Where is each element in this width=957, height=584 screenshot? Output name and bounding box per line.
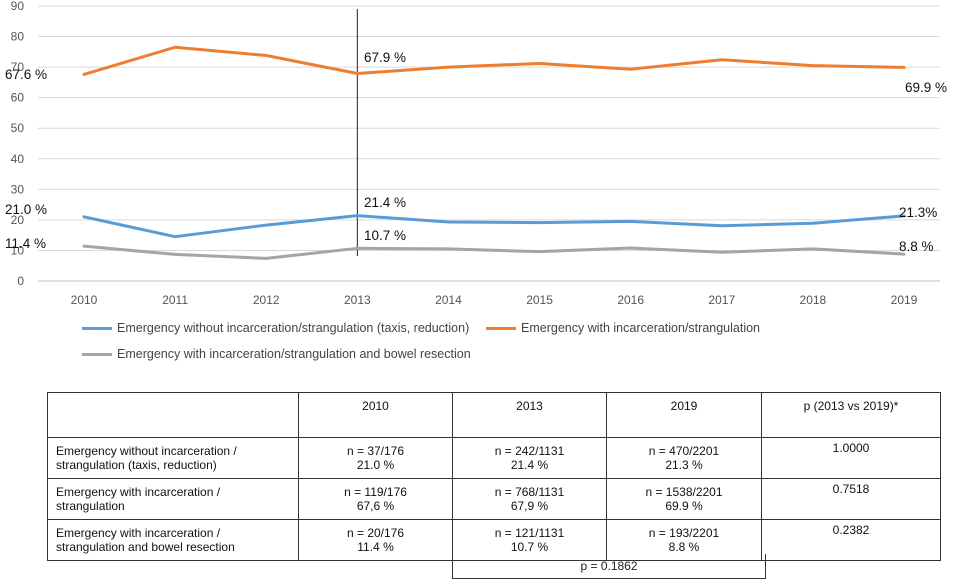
cell-count: n = 1538/2201 (645, 485, 723, 499)
legend-item-with-incarceration: Emergency with incarceration/strangulati… (486, 321, 760, 335)
table-cell: n = 470/2201 21.3 % (606, 437, 762, 479)
data-label: 11.4 % (5, 236, 46, 251)
row-label-line: Emergency with incarceration / (56, 526, 221, 540)
y-tick-label: 80 (11, 30, 25, 44)
y-tick-label: 40 (11, 152, 25, 166)
data-label: 21.4 % (364, 195, 406, 210)
row-label: Emergency without incarceration / strangu… (47, 437, 299, 479)
y-tick-label: 0 (17, 274, 24, 288)
x-tick-label: 2015 (526, 293, 553, 307)
cell-percent: 67,9 % (510, 499, 549, 513)
table-cell: n = 768/1131 67,9 % (452, 478, 607, 520)
cell-percent: 8.8 % (668, 540, 700, 554)
data-label: 10.7 % (364, 228, 406, 243)
table-cell: n = 20/176 11.4 % (298, 519, 453, 561)
series-line-1 (82, 45, 906, 76)
table-cell: n = 1538/2201 69.9 % (606, 478, 762, 520)
x-tick-label: 2012 (253, 293, 280, 307)
data-label: 21.3% (899, 205, 937, 220)
cell-percent: 69.9 % (665, 499, 703, 513)
table-header-cell: 2010 (298, 392, 453, 438)
p-value-cell: 0.2382 (761, 519, 941, 561)
table-cell: n = 121/1131 10.7 % (452, 519, 607, 561)
cell-percent: 21.3 % (665, 458, 703, 472)
data-label: 21.0 % (5, 202, 47, 217)
statistics-table: 2010 2013 2019 p (2013 vs 2019)* Emergen… (47, 392, 941, 561)
table-cell: n = 242/1131 21.4 % (452, 437, 607, 479)
table-row: Emergency with incarceration / strangulat… (47, 478, 941, 520)
table-header-cell: 2013 (452, 392, 607, 438)
cell-percent: 67,6 % (356, 499, 395, 513)
legend-swatch-gray (82, 352, 112, 356)
legend-label: Emergency with incarceration/strangulati… (117, 347, 471, 361)
cell-count: n = 768/1131 (494, 485, 565, 499)
x-tick-label: 2017 (708, 293, 735, 307)
x-tick-label: 2014 (435, 293, 462, 307)
table-row: Emergency with incarceration / strangulat… (47, 519, 941, 561)
series-line-0 (82, 214, 906, 239)
y-tick-label: 30 (11, 182, 25, 196)
x-tick-label: 2013 (344, 293, 371, 307)
line-chart: 0 10 20 30 40 50 60 70 80 90 2010 2011 2012 2013 2014 2… (5, 0, 947, 307)
legend-swatch-orange (486, 326, 516, 330)
cell-count: n = 242/1131 (494, 444, 565, 458)
cell-percent: 21.4 % (510, 458, 549, 472)
x-tick-label: 2016 (617, 293, 644, 307)
cell-percent: 10.7 % (510, 540, 549, 554)
legend-item-bowel-resection: Emergency with incarceration/strangulati… (82, 347, 471, 361)
data-label: 67.6 % (5, 67, 47, 82)
table-header-cell: 2019 (606, 392, 762, 438)
row-label-line: strangulation (taxis, reduction) (56, 458, 217, 472)
y-tick-label: 60 (11, 91, 25, 105)
x-tick-label: 2011 (162, 293, 188, 307)
y-tick-label: 90 (11, 0, 25, 13)
cell-count: n = 20/176 (346, 526, 405, 540)
data-label: 8.8 % (899, 239, 934, 254)
table-header-cell (47, 392, 299, 438)
cell-percent: 21.0 % (356, 458, 395, 472)
table-header-row: 2010 2013 2019 p (2013 vs 2019)* (47, 392, 941, 438)
row-label: Emergency with incarceration / strangulat… (47, 478, 299, 520)
table-row: Emergency without incarceration / strangu… (47, 437, 941, 479)
legend-swatch-blue (82, 326, 112, 330)
cell-count: n = 193/2201 (648, 526, 720, 540)
p-value-cell: 0.7518 (761, 478, 941, 520)
cell-count: n = 119/176 (344, 485, 407, 499)
table-cell: n = 37/176 21.0 % (298, 437, 453, 479)
row-label-line: Emergency with incarceration / (56, 485, 221, 499)
legend-item-without-incarceration: Emergency without incarceration/strangul… (82, 321, 469, 335)
row-label: Emergency with incarceration / strangulat… (47, 519, 299, 561)
y-tick-label: 50 (11, 121, 25, 135)
table-header-cell: p (2013 vs 2019)* (761, 392, 941, 438)
row-label-line: Emergency without incarceration / (56, 444, 237, 458)
y-tick-label: 10 (11, 243, 25, 257)
cell-count: n = 121/1131 (494, 526, 565, 540)
series-line-2 (82, 244, 906, 260)
p-value-cell: 1.0000 (761, 437, 941, 479)
data-label: 69.9 % (905, 80, 947, 95)
legend-label: Emergency without incarceration/strangul… (117, 321, 470, 335)
row-label-line: strangulation and bowel resection (56, 540, 235, 554)
cell-count: n = 37/176 (346, 444, 405, 458)
x-tick-label: 2018 (800, 293, 827, 307)
data-label: 67.9 % (364, 50, 406, 65)
legend-label: Emergency with incarceration/strangulati… (521, 321, 761, 335)
y-tick-label: 20 (11, 213, 25, 227)
chart-legend: Emergency without incarceration/strangul… (82, 321, 760, 361)
overall-p-value: p = 0.1862 (452, 554, 766, 579)
x-tick-label: 2010 (71, 293, 98, 307)
y-tick-label: 70 (11, 60, 25, 74)
cell-percent: 11.4 % (357, 540, 394, 554)
cell-count: n = 470/2201 (648, 444, 720, 458)
x-tick-label: 2019 (891, 293, 918, 307)
row-label-line: strangulation (56, 499, 125, 513)
table-cell: n = 193/2201 8.8 % (606, 519, 762, 561)
table-cell: n = 119/176 67,6 % (298, 478, 453, 520)
